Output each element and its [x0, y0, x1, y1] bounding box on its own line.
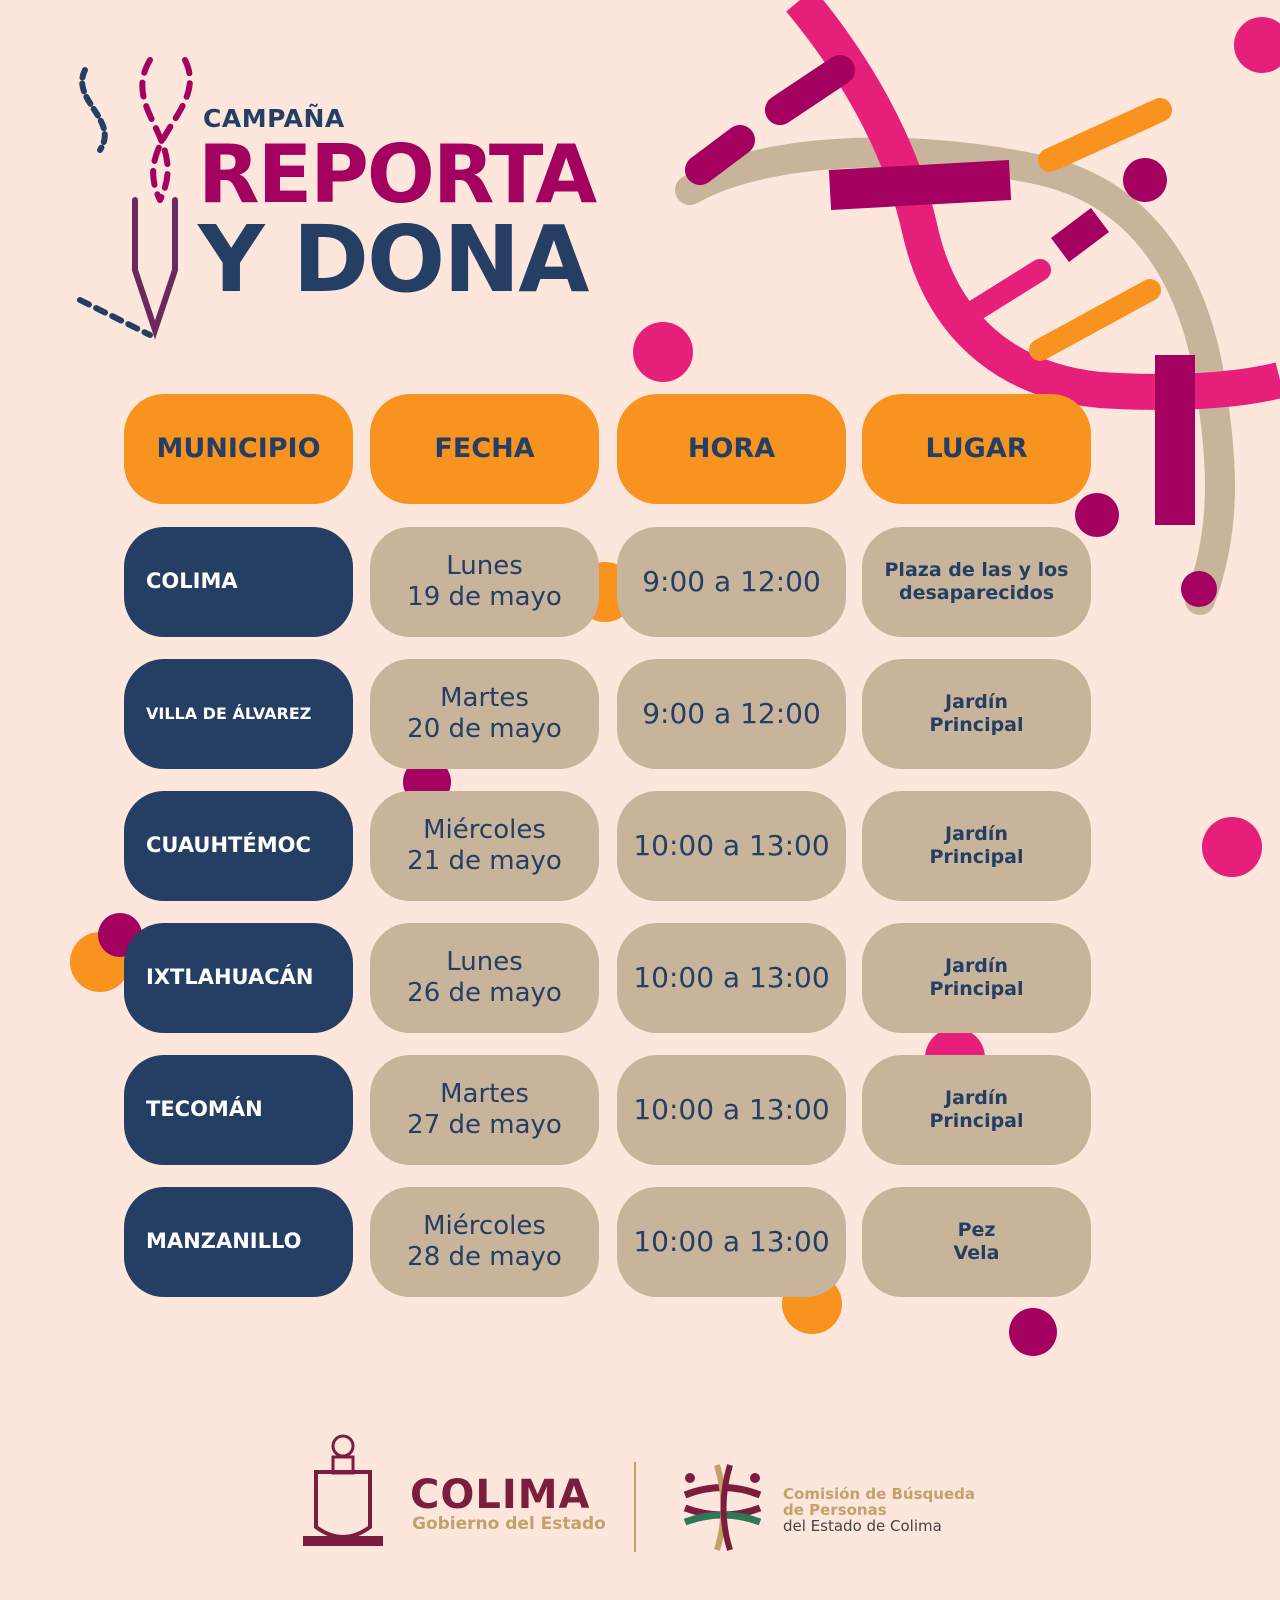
cell-municipio: MANZANILLO: [124, 1187, 353, 1297]
fecha-dia: Miércoles: [423, 1210, 546, 1241]
cell-hora: 10:00 a 13:00: [617, 923, 846, 1033]
colima-coat-of-arms-icon: [303, 1434, 383, 1546]
campaign-label: CAMPAÑA: [203, 104, 345, 133]
lugar-line: Jardín: [945, 691, 1008, 714]
fecha-dia: Lunes: [446, 550, 523, 581]
fecha-fecha: 19 de mayo: [407, 582, 562, 612]
fecha-fecha: 27 de mayo: [407, 1110, 562, 1140]
footer-divider: [634, 1462, 636, 1552]
cell-hora: 10:00 a 13:00: [617, 1187, 846, 1297]
cell-lugar: Jardín Principal: [862, 1055, 1091, 1165]
comision-line-1: Comisión de Búsqueda: [783, 1485, 975, 1503]
comision-label: Comisión de Búsqueda de Personas del Est…: [783, 1486, 975, 1534]
lugar-line: Principal: [929, 978, 1024, 1000]
cell-lugar: Jardín Principal: [862, 659, 1091, 769]
comision-line-2: de Personas: [783, 1501, 887, 1519]
lugar-line: Principal: [929, 714, 1024, 736]
cell-municipio: CUAUHTÉMOC: [124, 791, 353, 901]
fecha-fecha: 21 de mayo: [407, 846, 562, 876]
cell-hora: 9:00 a 12:00: [617, 659, 846, 769]
lugar-line: desaparecidos: [898, 582, 1055, 604]
lugar-line: Vela: [953, 1242, 1000, 1264]
fecha-dia: Martes: [440, 682, 529, 713]
cell-lugar: Plaza de las y los desaparecidos: [862, 527, 1091, 637]
cell-fecha: Miércoles 28 de mayo: [370, 1187, 599, 1297]
fecha-fecha: 28 de mayo: [407, 1242, 562, 1272]
cell-fecha: Miércoles 21 de mayo: [370, 791, 599, 901]
header-fecha: FECHA: [370, 394, 599, 504]
dna-strand-tan: [675, 137, 1235, 615]
cell-fecha: Martes 20 de mayo: [370, 659, 599, 769]
cell-hora: 10:00 a 13:00: [617, 791, 846, 901]
lugar-line: Jardín: [945, 1087, 1008, 1110]
title-y-dona: Y DONA: [198, 206, 589, 313]
cell-fecha: Lunes 26 de mayo: [370, 923, 599, 1033]
cell-fecha: Martes 27 de mayo: [370, 1055, 599, 1165]
cell-lugar: Pez Vela: [862, 1187, 1091, 1297]
cell-hora: 9:00 a 12:00: [617, 527, 846, 637]
fecha-fecha: 26 de mayo: [407, 978, 562, 1008]
dna-pencil-icon: [77, 57, 193, 340]
header-municipio: MUNICIPIO: [124, 394, 353, 504]
gobierno-label: Gobierno del Estado: [412, 1514, 606, 1534]
colima-logo-text: COLIMA: [410, 1472, 591, 1518]
cell-municipio: COLIMA: [124, 527, 353, 637]
lugar-line: Jardín: [945, 955, 1008, 978]
title-reporta: REPORTA: [198, 128, 597, 221]
cell-municipio: IXTLAHUACÁN: [124, 923, 353, 1033]
cell-municipio: VILLA DE ÁLVAREZ: [124, 659, 353, 769]
fecha-fecha: 20 de mayo: [407, 714, 562, 744]
fecha-dia: Martes: [440, 1078, 529, 1109]
lugar-line: Plaza de las y los: [884, 559, 1069, 582]
dot: [1234, 17, 1280, 73]
cell-fecha: Lunes 19 de mayo: [370, 527, 599, 637]
comision-line-3: del Estado de Colima: [783, 1517, 942, 1535]
dna-strand-magenta: [828, 160, 1012, 210]
lugar-line: Principal: [929, 1110, 1024, 1132]
lugar-line: Principal: [929, 846, 1024, 868]
fecha-dia: Lunes: [446, 946, 523, 977]
header-hora: HORA: [617, 394, 846, 504]
cell-municipio: TECOMÁN: [124, 1055, 353, 1165]
comision-logo-icon: [683, 1464, 762, 1551]
cell-lugar: Jardín Principal: [862, 923, 1091, 1033]
cell-hora: 10:00 a 13:00: [617, 1055, 846, 1165]
lugar-line: Pez: [957, 1219, 996, 1242]
fecha-dia: Miércoles: [423, 814, 546, 845]
cell-lugar: Jardín Principal: [862, 791, 1091, 901]
header-lugar: LUGAR: [862, 394, 1091, 504]
lugar-line: Jardín: [945, 823, 1008, 846]
